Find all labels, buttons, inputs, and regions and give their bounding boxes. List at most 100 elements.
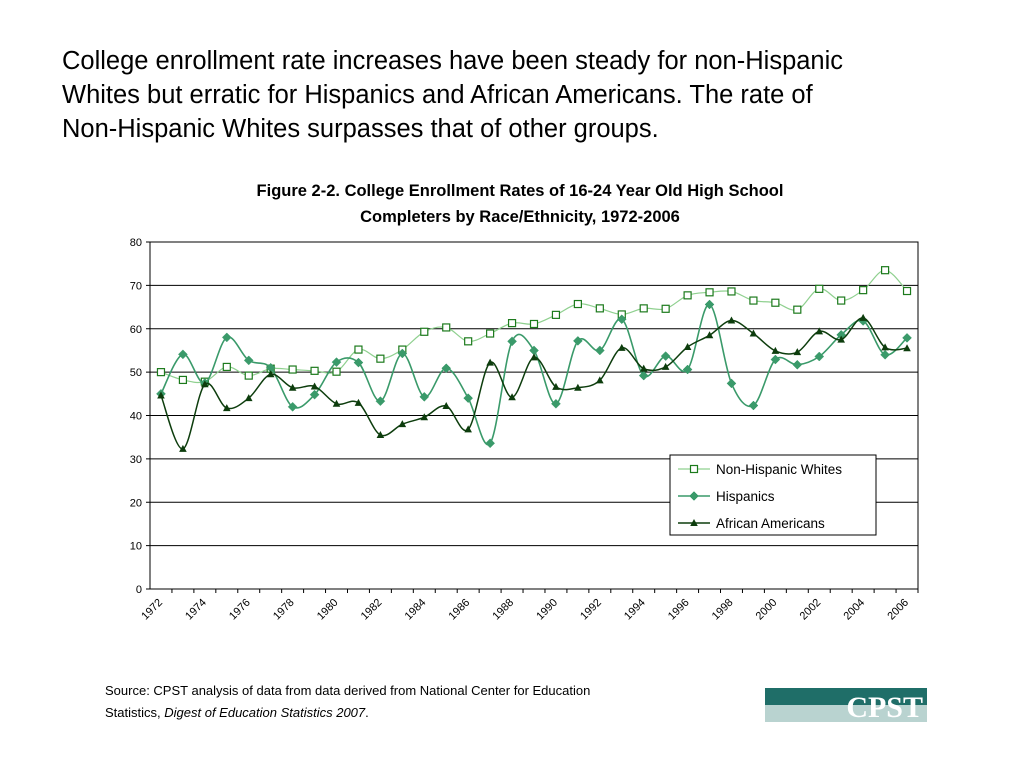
data-point-non-hispanic-whites (222, 362, 231, 372)
logo-band-bottom (765, 705, 927, 722)
source-line-2-prefix: Statistics, (105, 705, 165, 720)
data-point-hispanics (397, 348, 408, 359)
y-tick-label: 50 (130, 367, 142, 379)
data-point-non-hispanic-whites (420, 327, 429, 336)
data-point-african-americans (837, 335, 845, 343)
data-point-hispanics (353, 357, 364, 368)
data-point-non-hispanic-whites (507, 319, 517, 328)
data-point-african-americans (442, 401, 451, 409)
x-tick-label: 2006 (885, 597, 911, 623)
chart-title-line-2: Completers by Race/Ethnicity, 1972-2006 (360, 208, 680, 226)
headline-line-2: Whites but erratic for Hispanics and Afr… (62, 81, 813, 109)
chart-title-line-1: Figure 2-2. College Enrollment Rates of … (256, 182, 784, 200)
source-note: Source: CPST analysis of data from data … (105, 680, 745, 724)
data-point-african-americans (288, 383, 297, 391)
data-point-african-americans (727, 316, 736, 324)
legend-label-african-americans: African Americans (716, 516, 825, 531)
data-point-african-americans (486, 358, 494, 366)
legend-box (669, 454, 877, 536)
y-tick-label: 80 (130, 237, 142, 249)
legend-label-non-hispanic-whites: Non-Hispanic Whites (716, 462, 842, 477)
data-point-hispanics (704, 299, 715, 310)
legend-label-hispanics: Hispanics (716, 489, 775, 504)
data-point-hispanics (792, 359, 803, 370)
data-point-hispanics (375, 396, 386, 407)
data-point-hispanics (902, 333, 912, 343)
data-point-african-americans (464, 425, 472, 433)
data-point-african-americans (179, 444, 187, 452)
x-tick-label: 1978 (271, 597, 297, 623)
data-point-non-hispanic-whites (244, 371, 253, 380)
data-point-non-hispanic-whites (486, 329, 495, 338)
data-point-african-americans (749, 329, 758, 337)
data-point-non-hispanic-whites (288, 365, 297, 374)
plot-area-border (149, 241, 919, 590)
data-point-hispanics (441, 363, 452, 374)
data-point-african-americans (793, 348, 802, 356)
data-point-hispanics (770, 354, 781, 365)
data-point-non-hispanic-whites (880, 266, 890, 275)
data-point-african-americans (398, 420, 407, 428)
data-point-non-hispanic-whites (661, 304, 670, 313)
data-point-african-americans (552, 382, 560, 390)
data-point-non-hispanic-whites (771, 298, 780, 307)
data-point-non-hispanic-whites (310, 366, 319, 375)
data-point-hispanics (178, 349, 188, 360)
data-point-african-americans (508, 393, 516, 401)
data-point-non-hispanic-whites (573, 299, 582, 309)
data-point-non-hispanic-whites (156, 368, 166, 377)
data-point-non-hispanic-whites (529, 319, 539, 329)
data-point-african-americans (881, 343, 889, 351)
y-tick-label: 40 (130, 411, 142, 423)
x-tick-label: 1996 (666, 597, 692, 623)
data-point-non-hispanic-whites (859, 286, 868, 295)
data-point-non-hispanic-whites (639, 304, 648, 313)
data-point-hispanics (309, 389, 320, 400)
y-tick-label: 10 (130, 541, 142, 553)
data-point-non-hispanic-whites (815, 284, 824, 293)
data-point-non-hispanic-whites (354, 345, 363, 354)
data-point-hispanics (660, 351, 671, 361)
data-point-african-americans (376, 431, 385, 439)
data-point-african-americans (859, 313, 867, 321)
x-tick-label: 2000 (754, 597, 780, 623)
x-tick-label: 1976 (227, 597, 253, 623)
x-tick-label: 1998 (710, 597, 736, 623)
x-tick-label: 1984 (403, 597, 429, 623)
legend-marker-hispanics (689, 491, 699, 501)
data-point-non-hispanic-whites (837, 296, 846, 305)
x-tick-label: 1982 (359, 597, 385, 623)
data-point-non-hispanic-whites (683, 291, 692, 300)
data-point-african-americans (574, 383, 582, 391)
data-point-african-americans (815, 327, 824, 335)
data-point-african-americans (420, 413, 429, 421)
data-point-hispanics (880, 349, 890, 360)
x-tick-label: 1974 (183, 597, 209, 623)
data-point-african-americans (310, 382, 319, 390)
data-point-hispanics (243, 355, 254, 366)
data-point-hispanics (551, 398, 561, 409)
headline-line-1: College enrollment rate increases have b… (62, 47, 844, 75)
data-point-african-americans (903, 344, 911, 352)
data-point-non-hispanic-whites (793, 305, 802, 314)
data-point-non-hispanic-whites (727, 287, 736, 296)
data-point-african-americans (201, 380, 209, 388)
data-point-hispanics (331, 357, 342, 368)
logo-text: CPST (846, 691, 923, 722)
headline: College enrollment rate increases have b… (62, 44, 962, 146)
x-tick-label: 1980 (315, 597, 341, 623)
data-point-hispanics (507, 336, 517, 347)
headline-line-3: Non-Hispanic Whites surpasses that of ot… (62, 115, 659, 143)
y-tick-label: 70 (130, 280, 142, 292)
data-point-non-hispanic-whites (749, 296, 758, 305)
cpst-logo: CPST (765, 688, 927, 722)
data-point-non-hispanic-whites (464, 337, 473, 346)
x-tick-label: 2002 (798, 597, 824, 623)
y-tick-label: 0 (136, 584, 142, 596)
data-point-african-americans (332, 399, 341, 407)
source-line-1: Source: CPST analysis of data from data … (105, 683, 591, 698)
data-point-african-americans (266, 370, 275, 378)
data-point-african-americans (705, 331, 714, 339)
data-point-african-americans (530, 353, 538, 361)
